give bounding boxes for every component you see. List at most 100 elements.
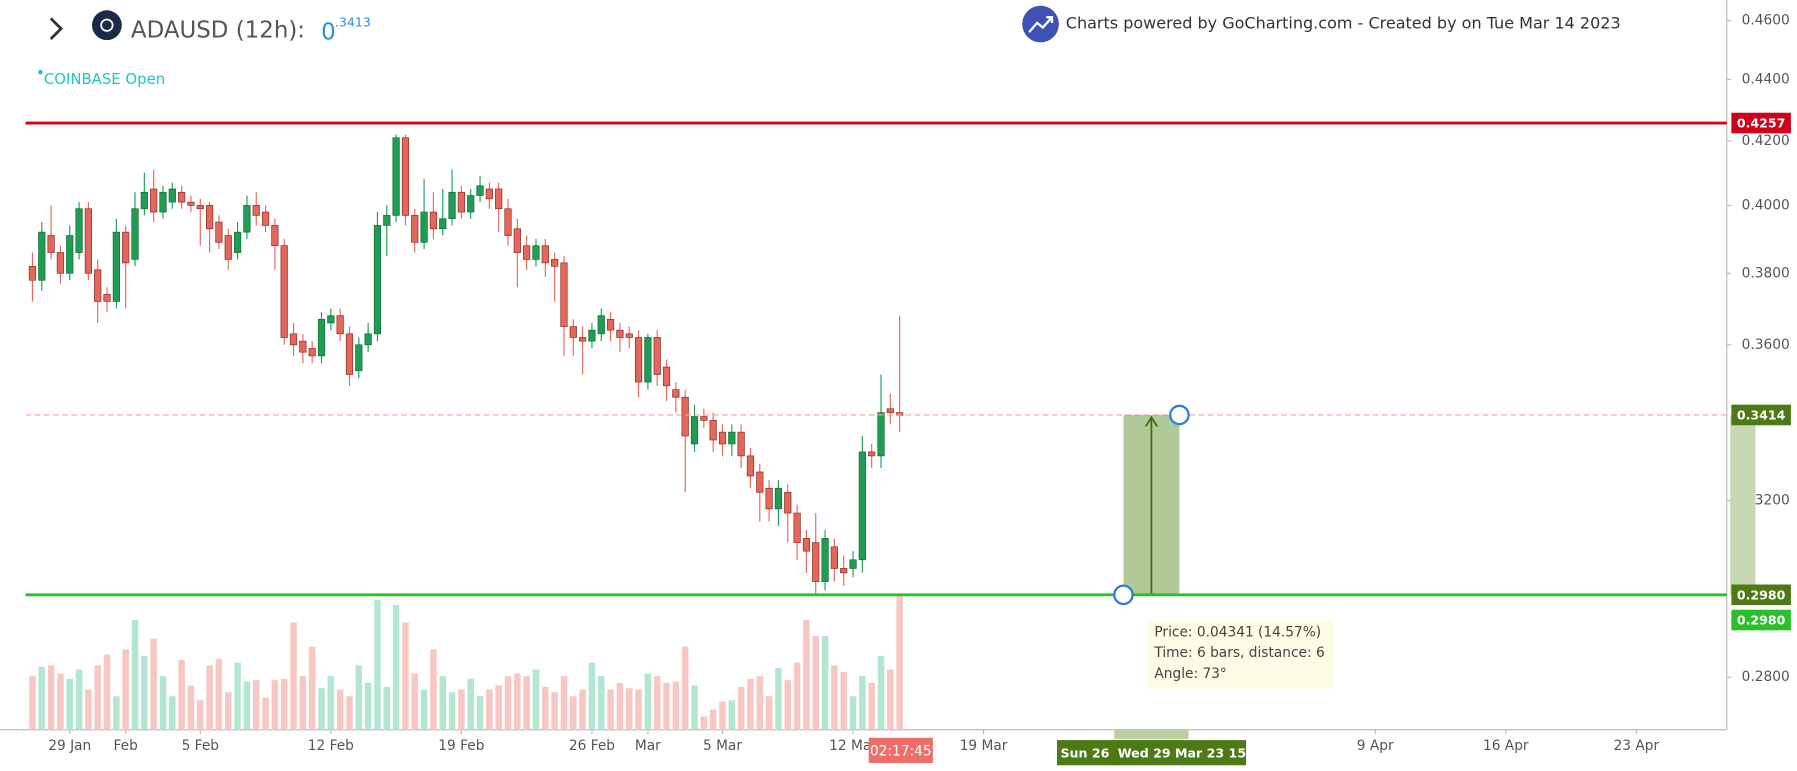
volume-bar — [458, 689, 465, 730]
candle-body — [345, 333, 354, 375]
volume-bar — [859, 676, 866, 730]
volume-bar — [290, 622, 297, 730]
candle-body — [420, 211, 428, 243]
y-tick-label: 0.4200 — [1742, 133, 1790, 149]
candle-body — [485, 188, 493, 200]
symbol-title: ADAUSD (12h): — [131, 17, 305, 43]
x-tick-label: 19 Mar — [960, 738, 1008, 754]
candle-body — [280, 245, 288, 338]
volume-bar — [29, 676, 36, 730]
volume-bar — [896, 595, 903, 730]
measure-start-handle[interactable] — [1113, 584, 1134, 606]
volume-bar — [700, 716, 708, 730]
volume-bar — [616, 682, 624, 730]
volume-bar — [728, 700, 736, 730]
x-tick-label: 16 Apr — [1483, 738, 1529, 754]
candle-body — [178, 191, 186, 203]
volume-bar — [308, 646, 316, 730]
volume-bar — [420, 689, 428, 730]
x-tick-label: 9 Apr — [1357, 738, 1394, 754]
candle-body — [206, 205, 214, 230]
x-tick-label: 26 Feb — [569, 738, 615, 754]
y-tick-label: 0.4400 — [1742, 71, 1790, 87]
volume-bar — [831, 665, 838, 730]
candle-body — [840, 568, 848, 574]
volume-bar — [570, 696, 577, 730]
volume-bar — [262, 697, 269, 730]
volume-bar — [430, 649, 437, 730]
candle-body — [28, 265, 37, 281]
candle-body — [75, 208, 83, 253]
candle-body — [243, 205, 251, 233]
candle-body — [709, 420, 717, 441]
measure-start-time-box — [1057, 740, 1117, 766]
volume-bar — [150, 638, 157, 730]
candle-body — [737, 431, 745, 457]
measure-tooltip-line: Time: 6 bars, distance: 6 — [1153, 645, 1324, 661]
volume-bar — [187, 685, 195, 730]
candle-body — [327, 315, 335, 324]
candle-body — [830, 546, 838, 569]
candle-body — [812, 542, 820, 582]
last-price-label: 0.3414 — [1737, 408, 1786, 423]
y-tick-label: 0.3800 — [1742, 265, 1790, 281]
candle-body — [588, 329, 596, 342]
measure-price-box — [1731, 609, 1791, 631]
measure-price-label: 0.2980 — [1737, 613, 1786, 628]
candle-body — [681, 396, 689, 437]
volume-bar — [523, 676, 530, 730]
volume-bar — [775, 668, 782, 730]
candle-body — [504, 208, 512, 236]
candle-body — [532, 245, 540, 260]
volume-bar — [784, 680, 792, 730]
volume-bar — [560, 676, 568, 730]
volume-bar — [280, 678, 288, 730]
expand-chevron[interactable] — [49, 17, 64, 40]
candle-body — [625, 333, 633, 338]
candle-body — [168, 188, 176, 203]
volume-bar — [663, 682, 670, 730]
volume-bar — [467, 678, 474, 730]
candle-body — [616, 329, 624, 338]
candle-body — [84, 208, 92, 274]
volume-bar — [355, 665, 363, 730]
x-tick-label: 12 Feb — [308, 738, 354, 754]
exchange-status: COINBASE Open — [44, 70, 165, 88]
volume-bar — [318, 688, 325, 730]
x-tick-label: 5 Feb — [182, 738, 219, 754]
level-label: 0.4257 — [1737, 116, 1786, 131]
candle-body — [644, 337, 652, 383]
volume-bar — [411, 673, 419, 730]
coin-logo — [91, 10, 122, 41]
volume-bar — [85, 689, 92, 730]
candle-body — [56, 252, 65, 274]
volume-bar — [141, 656, 148, 730]
measure-end-handle[interactable] — [1169, 404, 1190, 426]
volume-bar — [625, 688, 633, 730]
volume-bar — [225, 692, 232, 730]
candle-body — [476, 185, 484, 196]
volume-bar — [346, 696, 353, 730]
volume-bar — [868, 682, 875, 730]
gocharting-logo — [1022, 5, 1059, 43]
candle-body — [38, 231, 46, 281]
candle-body — [718, 431, 727, 445]
measure-tooltip-line: Angle: 73° — [1154, 666, 1226, 682]
volume-bar — [374, 599, 381, 730]
candle-body — [66, 235, 74, 274]
volume-bar — [392, 605, 400, 730]
volume-bar — [131, 619, 139, 730]
candle-body — [131, 208, 139, 260]
candle-body — [579, 337, 587, 342]
volume-bar — [383, 686, 391, 730]
candle-body — [802, 537, 811, 552]
volume-bar — [532, 669, 540, 730]
price-main: 0 — [321, 20, 336, 46]
candle-body — [364, 333, 372, 346]
volume-bar — [113, 696, 120, 730]
candle-body — [569, 326, 577, 338]
volume-bar — [551, 692, 558, 730]
candle-body — [299, 340, 307, 353]
candle-body — [429, 211, 438, 230]
